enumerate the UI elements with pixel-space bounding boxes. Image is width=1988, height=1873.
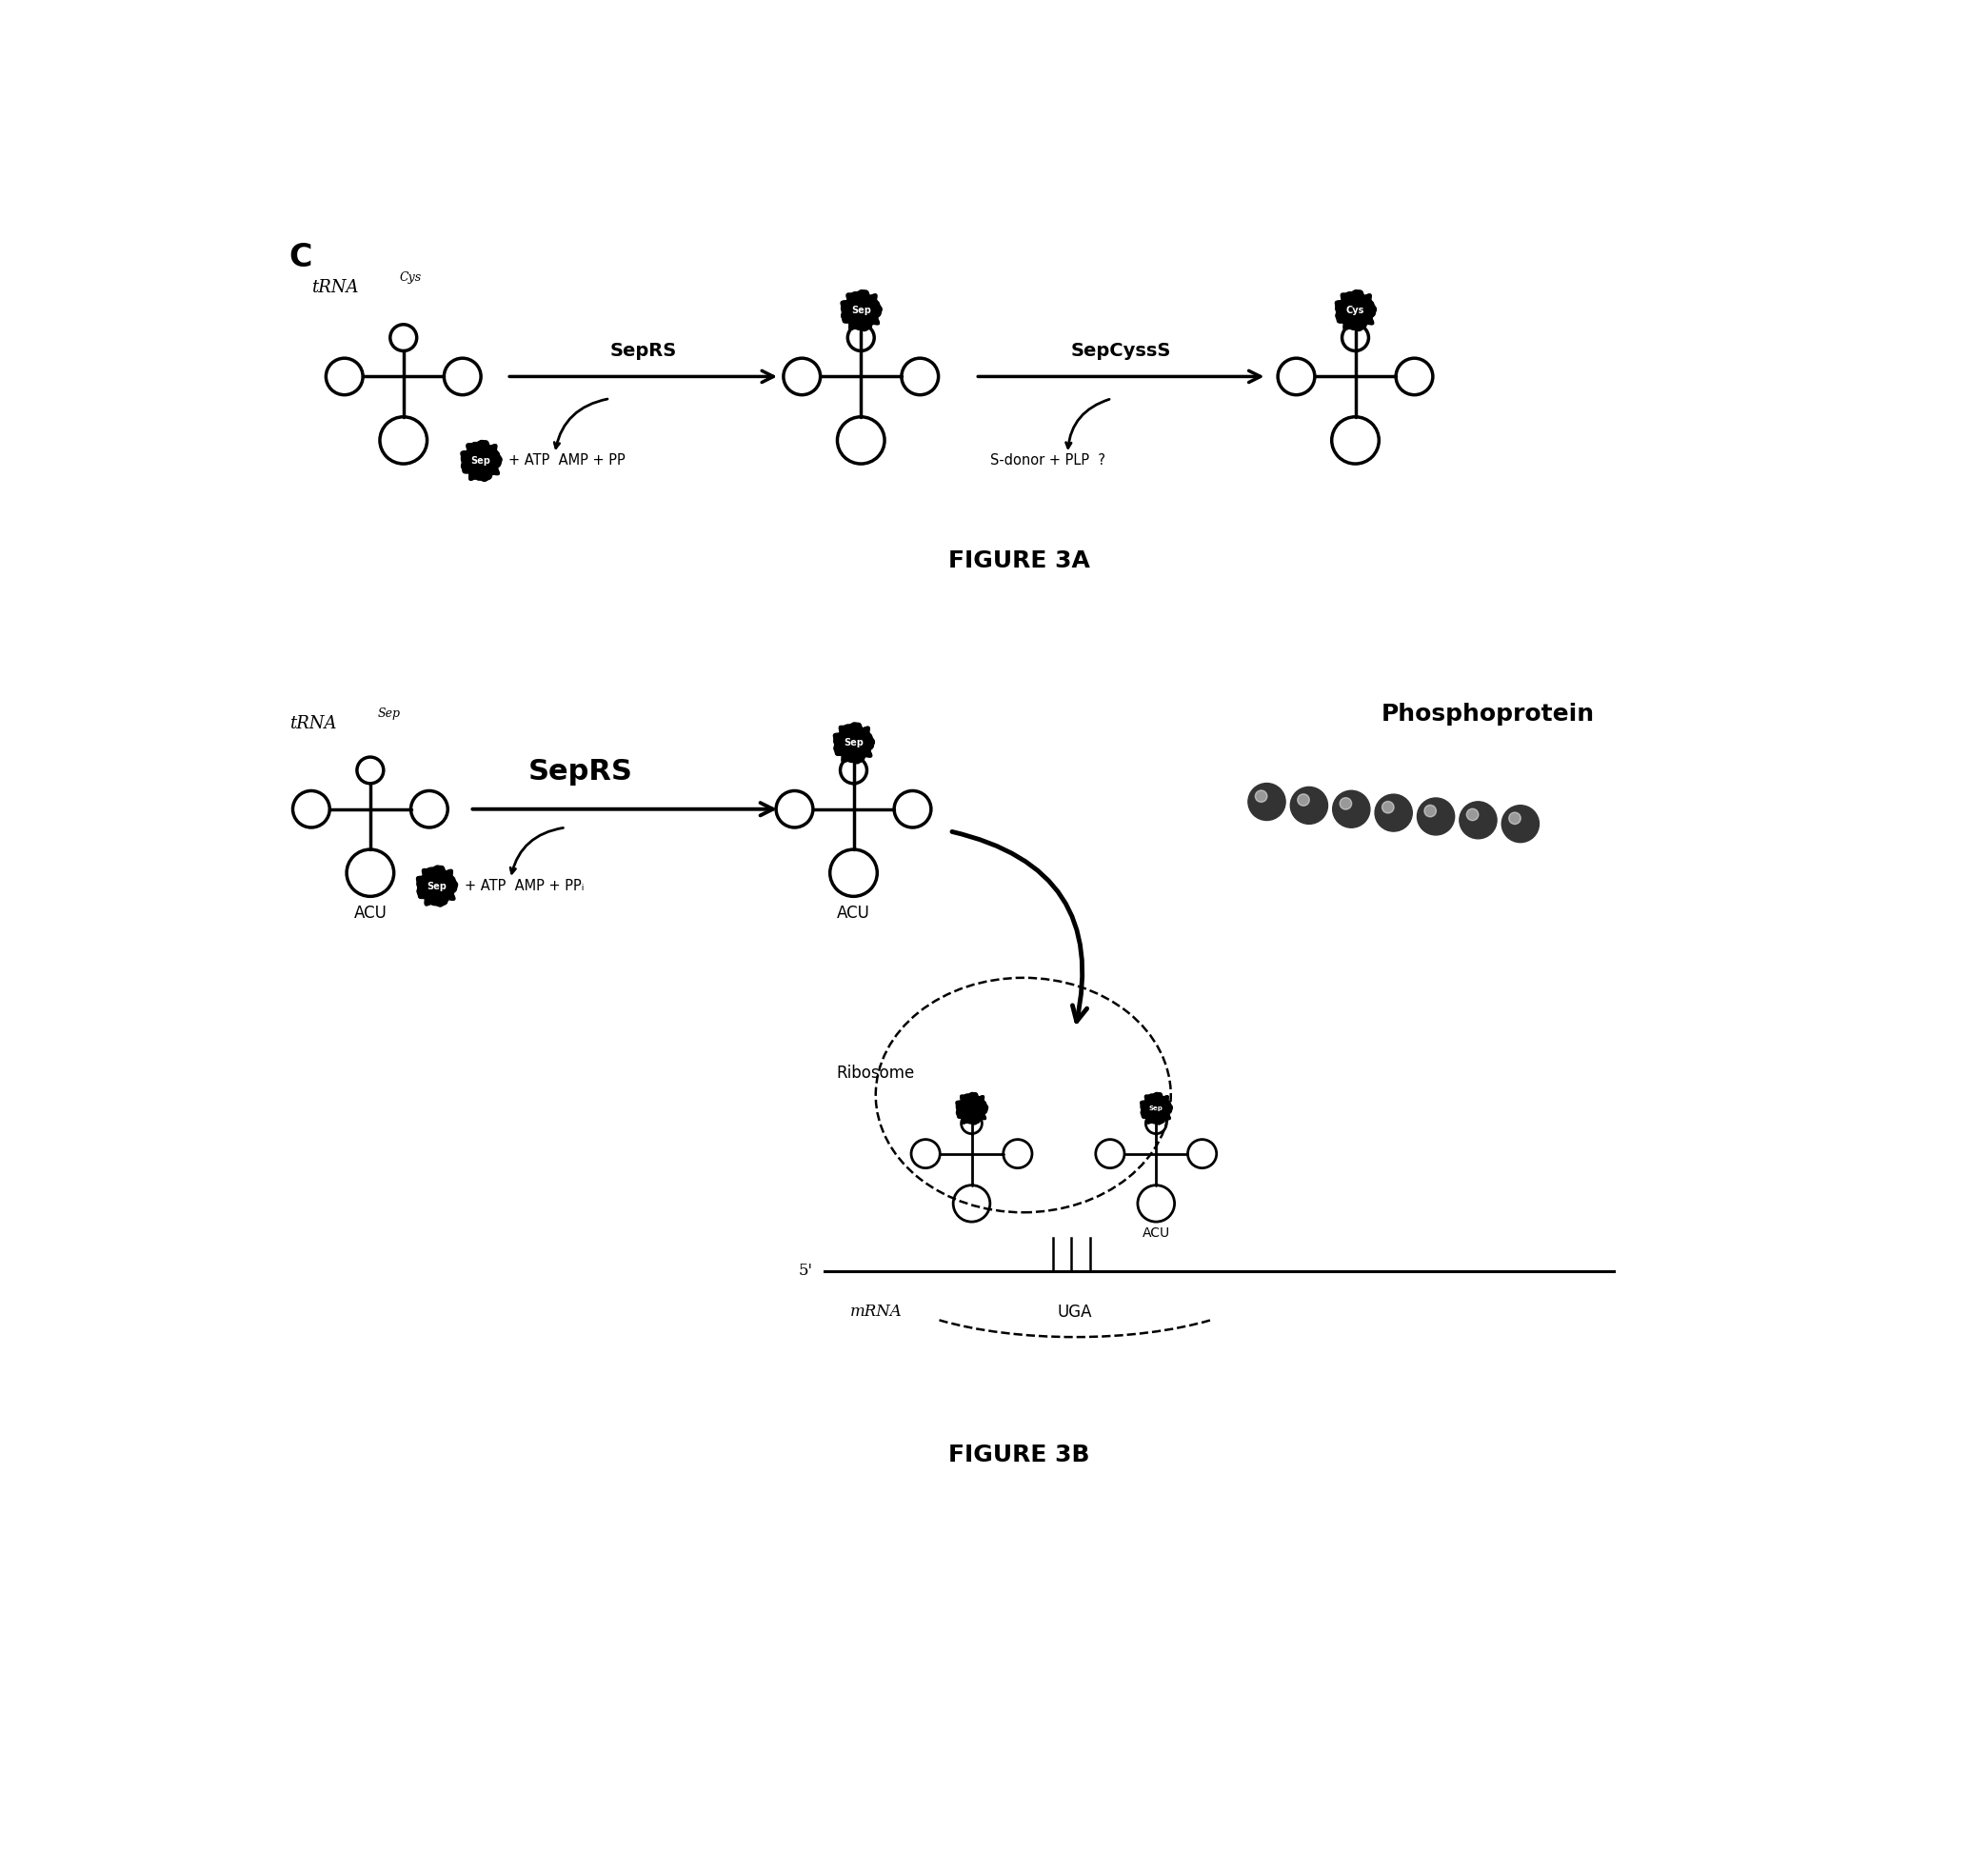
Polygon shape [1336,290,1376,332]
Circle shape [1467,809,1479,820]
Text: UGA: UGA [1058,1304,1091,1320]
Text: S-donor + PLP  ?: S-donor + PLP ? [990,453,1105,468]
Text: ACU: ACU [354,905,388,922]
Circle shape [1509,813,1521,824]
Text: ACU: ACU [1143,1227,1171,1240]
Circle shape [1248,783,1286,820]
Circle shape [1501,805,1539,843]
Polygon shape [956,1092,988,1124]
Text: + ATP  AMP + PPᵢ: + ATP AMP + PPᵢ [465,878,584,893]
Text: Cys: Cys [1346,305,1364,315]
Text: tRNA: tRNA [288,715,336,732]
Polygon shape [1141,1092,1173,1124]
Text: tRNA: tRNA [312,279,358,296]
Text: Sep: Sep [1149,1105,1163,1111]
Text: FIGURE 3A: FIGURE 3A [948,549,1089,571]
Circle shape [1332,790,1370,828]
Text: SepRS: SepRS [610,341,676,360]
Circle shape [1382,802,1394,813]
Text: + ATP  AMP + PP: + ATP AMP + PP [509,453,624,468]
Circle shape [1417,798,1455,835]
Text: Sep: Sep [378,708,400,721]
Text: ACU: ACU [837,905,871,922]
Text: C: C [288,242,312,273]
Text: Ribosome: Ribosome [837,1064,914,1081]
Text: SepRS: SepRS [529,759,632,785]
Text: Phosphoprotein: Phosphoprotein [1382,702,1594,727]
Text: 5': 5' [799,1262,813,1279]
Circle shape [1340,798,1352,809]
Text: Sep: Sep [427,882,447,892]
Text: mRNA: mRNA [849,1304,903,1320]
Polygon shape [841,290,883,332]
Text: FIGURE 3B: FIGURE 3B [948,1444,1089,1467]
Text: Sep: Sep [851,305,871,315]
Circle shape [1254,790,1266,802]
Text: Cys: Cys [400,272,421,285]
Polygon shape [417,865,457,907]
Polygon shape [833,723,875,764]
Text: SepCyssS: SepCyssS [1072,341,1171,360]
Circle shape [1290,787,1328,824]
Circle shape [1298,794,1310,805]
Circle shape [1459,802,1497,839]
Polygon shape [461,440,501,481]
Text: Sep: Sep [471,457,491,466]
Circle shape [1423,805,1435,817]
Text: Sep: Sep [843,738,863,747]
Circle shape [1376,794,1411,832]
